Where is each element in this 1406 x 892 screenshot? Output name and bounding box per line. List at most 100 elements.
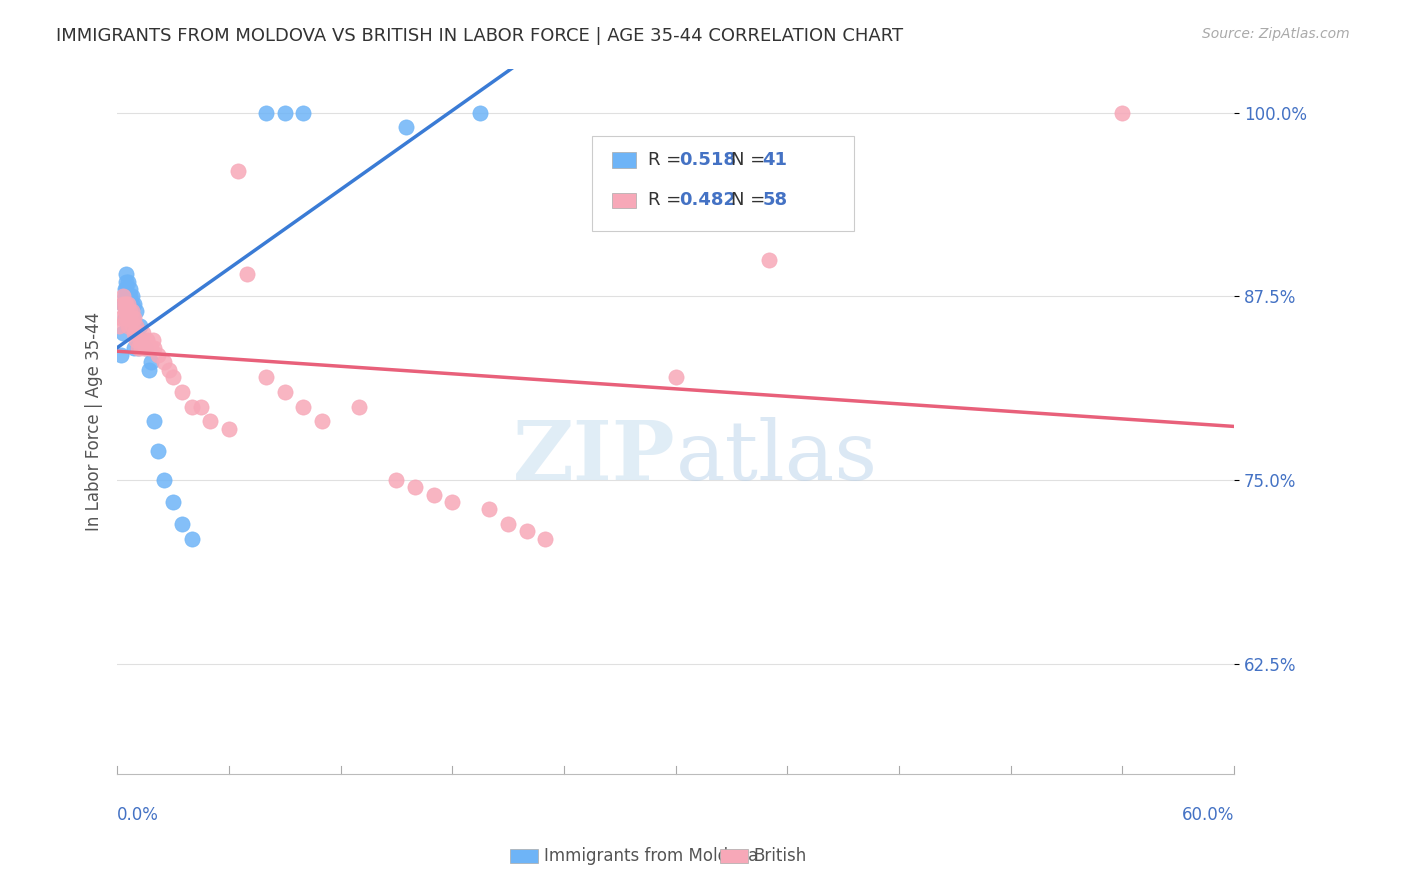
- Point: [146, 348, 169, 362]
- Point: [180, 400, 202, 414]
- Point: [142, 334, 165, 348]
- Point: [226, 164, 249, 178]
- Point: [111, 289, 134, 303]
- Point: [121, 311, 143, 326]
- Point: [254, 370, 277, 384]
- Text: 0.518: 0.518: [679, 152, 735, 169]
- Point: [110, 311, 132, 326]
- Point: [115, 275, 138, 289]
- Text: 41: 41: [762, 152, 787, 169]
- Point: [131, 334, 153, 348]
- Text: Source: ZipAtlas.com: Source: ZipAtlas.com: [1202, 27, 1350, 41]
- Point: [127, 341, 149, 355]
- Point: [441, 495, 464, 509]
- Point: [111, 296, 134, 310]
- Point: [200, 414, 222, 428]
- Point: [1111, 105, 1133, 120]
- Point: [172, 384, 194, 399]
- FancyBboxPatch shape: [592, 136, 855, 231]
- Point: [134, 341, 156, 355]
- Point: [138, 363, 160, 377]
- Point: [111, 296, 134, 310]
- Text: British: British: [754, 847, 807, 865]
- Point: [404, 480, 426, 494]
- Point: [115, 311, 138, 326]
- Point: [311, 414, 333, 428]
- Point: [117, 318, 139, 333]
- Point: [534, 532, 557, 546]
- Point: [122, 326, 145, 340]
- Point: [516, 524, 538, 539]
- Point: [128, 334, 150, 348]
- Point: [125, 318, 148, 333]
- FancyBboxPatch shape: [612, 153, 637, 168]
- Point: [143, 414, 166, 428]
- Point: [120, 311, 142, 326]
- Text: N =: N =: [731, 192, 772, 210]
- Point: [385, 473, 408, 487]
- Bar: [510, 849, 538, 863]
- Point: [478, 502, 501, 516]
- Point: [122, 296, 145, 310]
- Point: [146, 443, 169, 458]
- Point: [190, 400, 212, 414]
- Point: [108, 318, 131, 333]
- Point: [395, 120, 418, 135]
- Point: [114, 289, 136, 303]
- Text: R =: R =: [648, 152, 686, 169]
- Text: ZIP: ZIP: [513, 417, 675, 497]
- Point: [115, 296, 138, 310]
- Point: [273, 105, 295, 120]
- Point: [127, 341, 149, 355]
- Point: [468, 105, 491, 120]
- Point: [125, 318, 148, 333]
- Point: [111, 326, 134, 340]
- Point: [139, 341, 162, 355]
- Bar: [720, 849, 748, 863]
- Point: [136, 334, 159, 348]
- Text: 58: 58: [762, 192, 787, 210]
- Text: R =: R =: [648, 192, 686, 210]
- Point: [128, 318, 150, 333]
- Text: 60.0%: 60.0%: [1181, 806, 1234, 824]
- Point: [115, 296, 138, 310]
- Text: IMMIGRANTS FROM MOLDOVA VS BRITISH IN LABOR FORCE | AGE 35-44 CORRELATION CHART: IMMIGRANTS FROM MOLDOVA VS BRITISH IN LA…: [56, 27, 904, 45]
- Point: [117, 296, 139, 310]
- Text: Immigrants from Moldova: Immigrants from Moldova: [544, 847, 758, 865]
- Point: [152, 473, 174, 487]
- Point: [121, 318, 143, 333]
- Text: atlas: atlas: [675, 417, 877, 497]
- Point: [218, 422, 240, 436]
- Point: [143, 341, 166, 355]
- Point: [115, 289, 138, 303]
- Point: [114, 296, 136, 310]
- Point: [138, 341, 160, 355]
- Point: [115, 304, 138, 318]
- Point: [114, 304, 136, 318]
- Point: [162, 495, 184, 509]
- Point: [120, 296, 142, 310]
- Point: [117, 289, 139, 303]
- Point: [120, 282, 142, 296]
- Point: [114, 282, 136, 296]
- Point: [121, 289, 143, 303]
- Point: [117, 311, 139, 326]
- Point: [347, 400, 370, 414]
- Point: [162, 370, 184, 384]
- Point: [172, 517, 194, 532]
- Point: [121, 304, 143, 318]
- Point: [114, 311, 136, 326]
- Point: [134, 341, 156, 355]
- Point: [758, 252, 780, 267]
- Point: [115, 282, 138, 296]
- Point: [180, 532, 202, 546]
- Point: [110, 348, 132, 362]
- Text: 0.482: 0.482: [679, 192, 735, 210]
- Point: [125, 334, 148, 348]
- Point: [121, 296, 143, 310]
- Point: [115, 267, 138, 281]
- Point: [120, 304, 142, 318]
- Point: [664, 370, 686, 384]
- Text: N =: N =: [731, 152, 772, 169]
- FancyBboxPatch shape: [612, 193, 637, 208]
